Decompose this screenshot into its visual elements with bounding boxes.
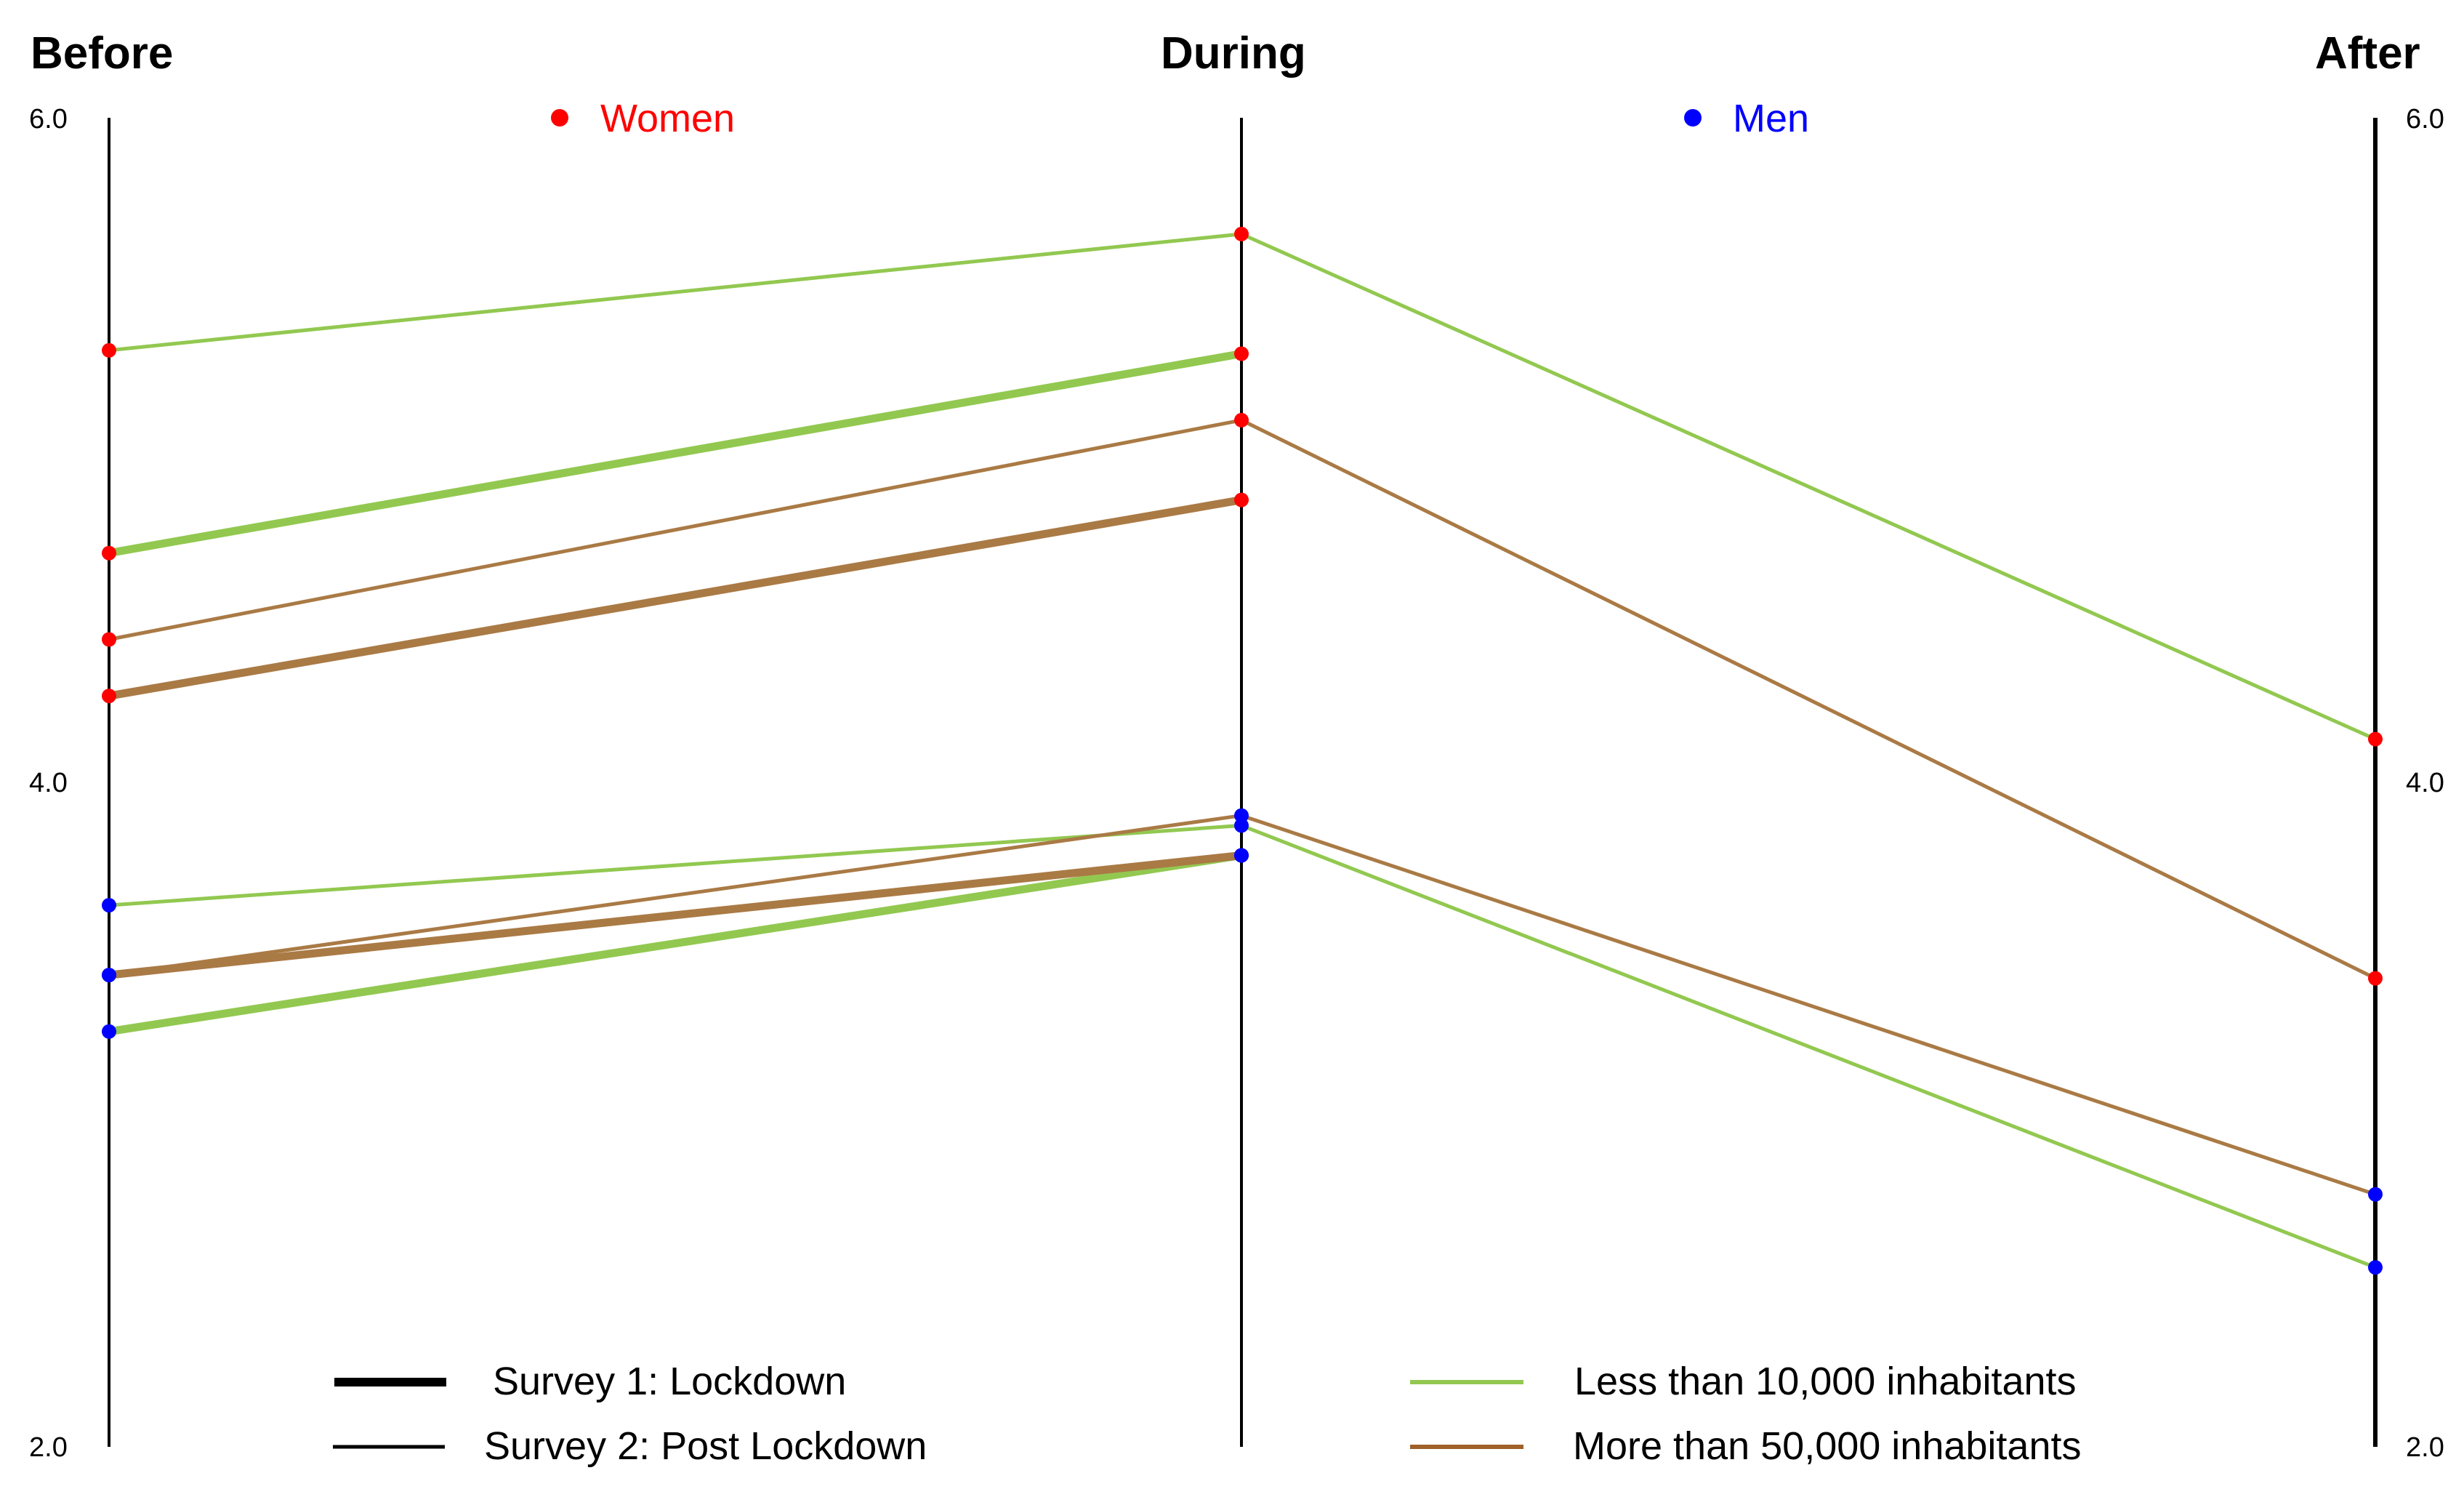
data-point-women-more_50k-post-during	[1234, 412, 1249, 428]
data-point-men-more_50k-post-during	[1234, 808, 1249, 823]
data-point-women-more_50k-lockdown-during	[1234, 492, 1249, 507]
data-point-women-more_50k-post-before	[102, 632, 116, 647]
tick-left-4: 4.0	[29, 768, 68, 798]
legend-label-survey2: Survey 2: Post Lockdown	[484, 1424, 927, 1468]
data-point-men-more_50k-lockdown-before	[102, 968, 116, 983]
tick-right-2: 2.0	[2406, 1432, 2444, 1463]
data-point-men-less_10k-lockdown-before	[102, 1024, 116, 1039]
series-line-men-less_10k-lockdown	[108, 851, 1242, 1036]
tick-right-6: 6.0	[2406, 104, 2444, 135]
legend-label-survey1: Survey 1: Lockdown	[493, 1360, 847, 1403]
series-line-women-less_10k-lockdown	[108, 350, 1242, 558]
axis-title-before: Before	[31, 28, 174, 79]
axis-title-during: During	[1161, 28, 1306, 79]
data-point-men-less_10k-post-before	[102, 898, 116, 913]
data-point-women-less_10k-lockdown-during	[1234, 346, 1249, 361]
data-point-men-more_50k-lockdown-during	[1234, 848, 1249, 863]
tick-right-4: 4.0	[2406, 768, 2444, 798]
data-point-men-less_10k-post-during	[1234, 818, 1249, 833]
data-point-women-less_10k-post-during	[1234, 226, 1249, 241]
data-point-women-less_10k-post-before	[102, 342, 116, 358]
men-marker	[1684, 109, 1702, 127]
women-marker	[551, 109, 568, 127]
legend-label-less-10k: Less than 10,000 inhabitants	[1574, 1360, 2077, 1403]
data-point-women-more_50k-lockdown-before	[102, 689, 116, 704]
axis-title-after: After	[2315, 28, 2420, 79]
series-line-women-more_50k-lockdown	[108, 496, 1242, 700]
tick-left-2: 2.0	[29, 1432, 68, 1463]
data-point-men-more_50k-post-after	[2368, 1187, 2383, 1202]
legend-label-more-50k: More than 50,000 inhabitants	[1573, 1424, 2082, 1468]
data-point-women-less_10k-post-after	[2368, 731, 2383, 747]
series-line-men-more_50k-lockdown	[108, 851, 1242, 979]
data-point-men-less_10k-post-after	[2368, 1260, 2383, 1275]
data-point-women-more_50k-post-after	[2368, 971, 2383, 986]
data-point-women-less_10k-lockdown-before	[102, 545, 116, 561]
tick-left-6: 6.0	[29, 104, 68, 135]
women-label: Women	[600, 97, 736, 140]
men-label: Men	[1733, 97, 1810, 140]
